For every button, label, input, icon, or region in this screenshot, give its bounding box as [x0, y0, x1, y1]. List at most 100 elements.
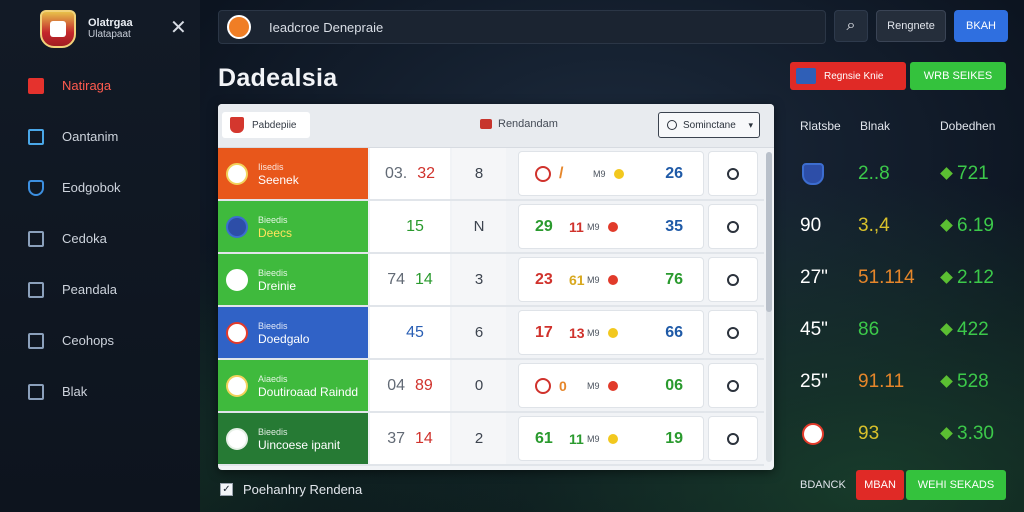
match-mid: M9: [587, 274, 600, 285]
diamond-icon: [940, 427, 953, 441]
search-input[interactable]: Ieadcroe Denepraie: [218, 10, 826, 44]
green-action-button[interactable]: WRB SEIKES: [910, 62, 1006, 90]
match-card[interactable]: / M9 26: [518, 151, 704, 196]
table-row[interactable]: Aiaedis Doutiroaad Raindd 04 89 0 0 M9 06: [218, 360, 764, 413]
close-icon[interactable]: ✕: [170, 17, 187, 39]
side-cell[interactable]: [708, 416, 758, 461]
score-a: 37: [387, 429, 405, 447]
sidebar-item-ceohops[interactable]: Ceohops: [0, 315, 200, 366]
sidebar-item-label: Natiraga: [62, 78, 112, 93]
match-value-b: 61: [569, 271, 585, 288]
ball-icon: [727, 432, 739, 445]
match-card[interactable]: 29 11 M9 35: [518, 204, 704, 249]
shield-icon: [28, 179, 44, 196]
team-cell: Bieedis Deecs: [218, 201, 368, 252]
table-row[interactable]: Bieedis Doedgalo 45 6 17 13 M9 66: [218, 307, 764, 360]
match-card[interactable]: 0 M9 06: [518, 363, 704, 408]
sort-select[interactable]: Sominctane ▾: [658, 112, 760, 138]
team-logo-icon: [226, 427, 248, 450]
odds-value: 2..8: [858, 163, 890, 184]
sidebar-item-oantanim[interactable]: Oantanim: [0, 111, 200, 162]
match-rows: Iisedis Seenek 03. 32 8 / M9 26 Bieedis Dee…: [218, 148, 764, 466]
odds-minute: 90: [800, 215, 822, 236]
sidebar-item-natiraga[interactable]: Natiraga: [0, 60, 200, 111]
match-value-a: 61: [535, 429, 553, 447]
odds-value: 86: [858, 319, 880, 340]
league-chip[interactable]: Pabdepiie: [222, 112, 310, 138]
score-cell: 03. 32: [370, 148, 450, 199]
side-cell[interactable]: [708, 151, 758, 196]
table-row[interactable]: Bieedis Deecs 15 N 29 11 M9 35: [218, 201, 764, 254]
team-logo-icon: [226, 162, 248, 185]
scroll-thumb[interactable]: [766, 152, 772, 312]
sidebar-item-label: Blak: [62, 384, 88, 399]
sidebar: Olatrgaa Ulatapaat ✕ Natiraga Oantanim E…: [0, 0, 200, 512]
register-button[interactable]: Rengnete: [876, 10, 946, 42]
odds-value: 422: [957, 319, 989, 340]
filter-checkbox-row[interactable]: ✓ Poehanhry Rendena: [220, 482, 362, 497]
ball-icon: [535, 377, 551, 394]
mid-cell: 8: [452, 148, 506, 199]
document-icon: [28, 281, 44, 298]
match-value-b: 11: [569, 430, 584, 447]
match-score: 19: [665, 429, 683, 447]
dot-icon: [607, 221, 618, 232]
odds-footer-label: BDANCK: [800, 479, 846, 491]
match-mid: M9: [587, 327, 600, 338]
odds-row[interactable]: 25" 91.11 528: [788, 356, 1004, 408]
table-row[interactable]: Bieedis Dreinie 74 14 3 23 61 M9 76: [218, 254, 764, 307]
search-button[interactable]: ⌕: [834, 10, 868, 42]
match-card[interactable]: 17 13 M9 66: [518, 310, 704, 355]
odds-header-2: Blnak: [860, 119, 891, 133]
dot-icon: [607, 433, 618, 444]
side-cell[interactable]: [708, 310, 758, 355]
page-title: Dadealsia: [218, 64, 338, 92]
ball-icon: [727, 220, 739, 233]
sidebar-item-label: Oantanim: [62, 129, 119, 144]
brand[interactable]: Olatrgaa Ulatapaat: [40, 10, 133, 48]
odds-red-button[interactable]: MBAN: [856, 470, 904, 500]
brand-logo-icon: [40, 10, 76, 48]
team-logo-icon: [226, 321, 248, 344]
odds-row[interactable]: 2..8 721: [788, 148, 1004, 200]
side-cell[interactable]: [708, 363, 758, 408]
red-action-label: Regnsie Knie: [824, 70, 884, 82]
team-name: Doedgalo: [258, 331, 310, 346]
diamond-icon: [940, 375, 953, 389]
odds-header: Rlatsbe Blnak Dobedhen: [788, 104, 1004, 148]
match-card[interactable]: 61 11 M9 19: [518, 416, 704, 461]
ball-icon: [535, 165, 551, 182]
chevron-down-icon: ▾: [748, 119, 753, 130]
match-card[interactable]: 23 61 M9 76: [518, 257, 704, 302]
score-b: 45: [406, 323, 424, 341]
diamond-icon: [940, 271, 953, 285]
odds-minute: 25": [800, 371, 828, 392]
team-name: Deecs: [258, 225, 293, 240]
sidebar-item-cedoka[interactable]: Cedoka: [0, 213, 200, 264]
side-cell[interactable]: [708, 204, 758, 249]
sidebar-item-peandala[interactable]: Peandala: [0, 264, 200, 315]
side-cell[interactable]: [708, 257, 758, 302]
match-value-a: 29: [535, 217, 553, 235]
odds-row[interactable]: 93 3.30: [788, 408, 1004, 460]
odds-row[interactable]: 90 3.,4 6.19: [788, 200, 1004, 252]
brand-subtitle: Ulatapaat: [88, 29, 131, 40]
team-shield-icon: [802, 163, 824, 185]
sidebar-item-eodgobok[interactable]: Eodgobok: [0, 162, 200, 213]
login-button[interactable]: BKAH: [954, 10, 1008, 42]
table-row[interactable]: Iisedis Seenek 03. 32 8 / M9 26: [218, 148, 764, 201]
sidebar-item-blak[interactable]: Blak: [0, 366, 200, 417]
odds-row[interactable]: 27" 51.114 2.12: [788, 252, 1004, 304]
team-league: Bieedis: [258, 267, 288, 278]
odds-row[interactable]: 45" 86 422: [788, 304, 1004, 356]
odds-minute: 45": [800, 319, 828, 340]
dot-icon: [607, 274, 618, 285]
match-value-b: 0: [559, 377, 567, 394]
filter-checkbox-label: Poehanhry Rendena: [243, 482, 363, 497]
red-action-button[interactable]: Regnsie Knie: [790, 62, 906, 90]
filter-checkbox[interactable]: ✓: [220, 483, 233, 496]
table-row[interactable]: Bieedis Uincoese ipanit 37 14 2 61 11 M9 1…: [218, 413, 764, 466]
panel-scrollbar[interactable]: [766, 152, 772, 462]
odds-green-button[interactable]: WEHI SEKADS: [906, 470, 1006, 500]
team-name: Seenek: [258, 172, 299, 187]
